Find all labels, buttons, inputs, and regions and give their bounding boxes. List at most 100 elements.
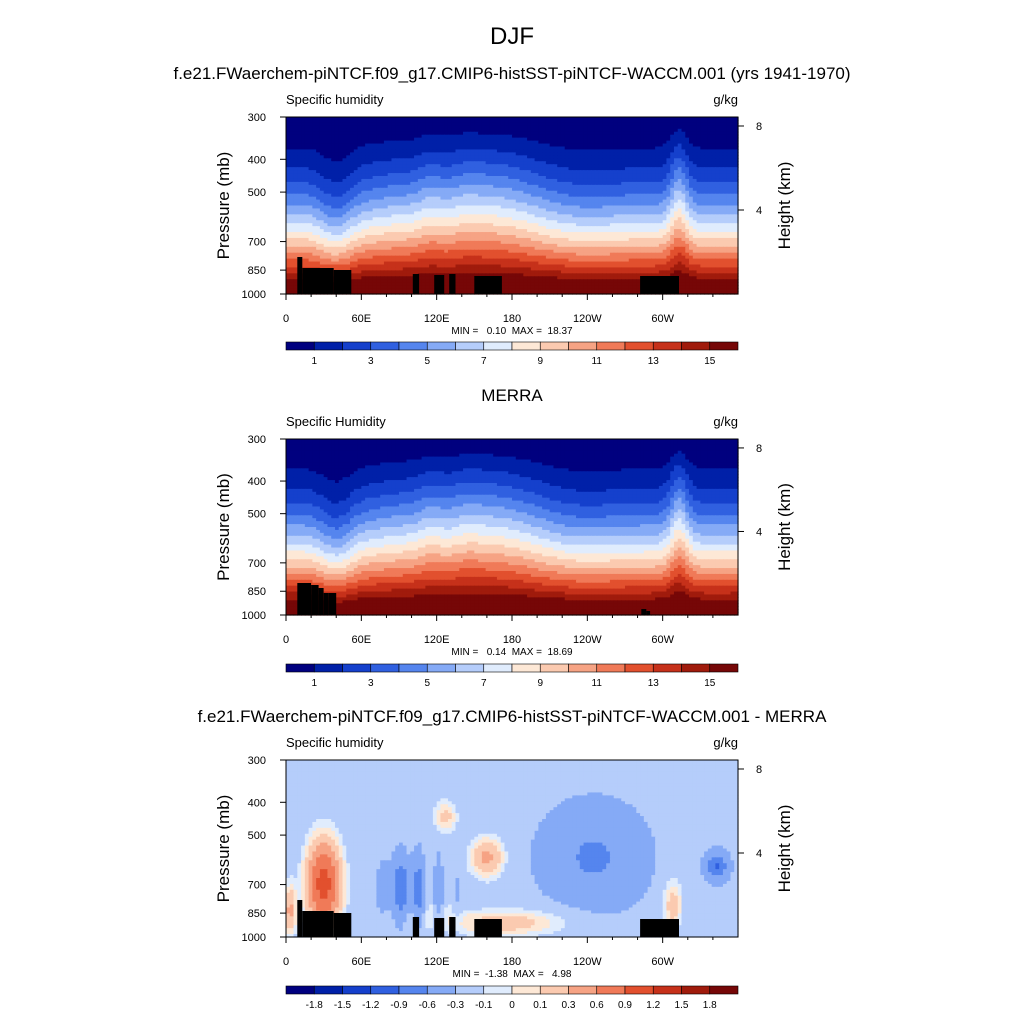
- colorbar: 1 3 5 7 9 11 13 15: [285, 663, 739, 689]
- height-axis: 8 4 Height (km): [738, 121, 794, 249]
- colorbar-swatch: [596, 985, 626, 995]
- colorbar-label: 9: [537, 356, 543, 367]
- height-tick-label: 8: [756, 443, 762, 455]
- colorbar-label: 5: [424, 678, 430, 689]
- colorbar-swatch: [539, 663, 569, 673]
- colorbar-swatch: [709, 341, 739, 351]
- panel-units-label: g/kg: [713, 414, 738, 429]
- longitude-axis: 0 60E 120E 180 120W 60W: [283, 294, 714, 325]
- longitude-tick-label: 180: [503, 634, 521, 646]
- colorbar-label: 7: [481, 678, 487, 689]
- contour-field: [286, 117, 739, 295]
- pressure-tick-label: 300: [248, 755, 266, 767]
- longitude-tick-label: 120W: [573, 634, 602, 646]
- colorbar-label: 0.1: [533, 1000, 547, 1011]
- colorbar-swatch: [652, 663, 682, 673]
- colorbar-label: -0.9: [390, 1000, 408, 1011]
- colorbar-label: 11: [592, 356, 603, 367]
- pressure-tick-label: 400: [248, 154, 266, 166]
- colorbar-swatch: [568, 985, 598, 995]
- colorbar-label: 0.6: [590, 1000, 604, 1011]
- panel-heading: MERRA: [481, 386, 543, 405]
- contour-field: [286, 439, 739, 616]
- topography-mask: [297, 257, 679, 294]
- height-tick-label: 4: [756, 205, 762, 217]
- panel-variable-label: Specific humidity: [286, 735, 384, 750]
- colorbar-swatch: [624, 341, 654, 351]
- contour-field: [286, 760, 739, 938]
- height-tick-label: 4: [756, 848, 762, 860]
- longitude-tick-label: 0: [283, 956, 289, 968]
- colorbar-swatch: [652, 341, 682, 351]
- panel-heading: f.e21.FWaerchem-piNTCF.f09_g17.CMIP6-his…: [198, 707, 827, 726]
- colorbar-swatch: [511, 341, 541, 351]
- colorbar-label: 1.8: [703, 1000, 717, 1011]
- min-max-stats: MIN = 0.14 MAX = 18.69: [451, 647, 573, 658]
- colorbar-label: 0.3: [562, 1000, 576, 1011]
- min-max-stats: MIN = -1.38 MAX = 4.98: [453, 969, 572, 980]
- colorbar-swatch: [681, 663, 711, 673]
- pressure-axis: 300 400 500 700 850 1000 Pressure (mb): [214, 755, 286, 944]
- longitude-tick-label: 0: [283, 634, 289, 646]
- colorbar-label: 5: [424, 356, 430, 367]
- colorbar-swatch: [398, 663, 428, 673]
- pressure-tick-label: 850: [248, 265, 266, 277]
- page-title: DJF: [490, 23, 534, 50]
- longitude-tick-label: 120W: [573, 313, 602, 325]
- colorbar-swatch: [342, 341, 372, 351]
- longitude-tick-label: 120E: [424, 634, 450, 646]
- pressure-tick-label: 400: [248, 797, 266, 809]
- panel-units-label: g/kg: [713, 735, 738, 750]
- colorbar-swatch: [681, 985, 711, 995]
- longitude-axis: 0 60E 120E 180 120W 60W: [283, 615, 714, 646]
- colorbar-label: 3: [368, 356, 374, 367]
- colorbar-swatch: [342, 663, 372, 673]
- height-axis-label: Height (km): [775, 162, 794, 250]
- longitude-tick-label: 60E: [352, 956, 372, 968]
- pressure-tick-label: 500: [248, 830, 266, 842]
- colorbar-label: -1.2: [362, 1000, 380, 1011]
- topography-mask: [297, 583, 651, 615]
- colorbar-label: -1.8: [306, 1000, 324, 1011]
- height-axis-label: Height (km): [775, 483, 794, 571]
- height-tick-label: 8: [756, 764, 762, 776]
- colorbar-label: -1.5: [334, 1000, 352, 1011]
- colorbar-label: 1: [311, 356, 317, 367]
- panel-variable-label: Specific humidity: [286, 92, 384, 107]
- longitude-tick-label: 180: [503, 313, 521, 325]
- longitude-tick-label: 60E: [352, 634, 372, 646]
- colorbar-swatch: [285, 663, 315, 673]
- colorbar-swatch: [624, 663, 654, 673]
- pressure-tick-label: 300: [248, 112, 266, 124]
- pressure-tick-label: 1000: [242, 932, 266, 944]
- colorbar-swatch: [596, 341, 626, 351]
- colorbar-label: 11: [592, 678, 603, 689]
- pressure-axis: 300 400 500 700 850 1000 Pressure (mb): [214, 434, 286, 622]
- longitude-axis: 0 60E 120E 180 120W 60W: [283, 937, 714, 968]
- longitude-tick-label: 120E: [424, 313, 450, 325]
- pressure-axis-label: Pressure (mb): [214, 795, 233, 903]
- colorbar-swatch: [455, 341, 485, 351]
- colorbar-swatch: [681, 341, 711, 351]
- colorbar: 1 3 5 7 9 11 13 15: [285, 341, 739, 367]
- panel-heading: f.e21.FWaerchem-piNTCF.f09_g17.CMIP6-his…: [173, 64, 850, 83]
- longitude-tick-label: 60E: [352, 313, 372, 325]
- colorbar-label: 15: [704, 678, 716, 689]
- colorbar-label: 7: [481, 356, 487, 367]
- colorbar-swatch: [709, 663, 739, 673]
- colorbar-swatch: [652, 985, 682, 995]
- height-tick-label: 4: [756, 526, 762, 538]
- colorbar-swatch: [624, 985, 654, 995]
- colorbar-swatch: [398, 985, 428, 995]
- colorbar-swatch: [370, 341, 400, 351]
- colorbar-swatch: [285, 341, 315, 351]
- pressure-axis-label: Pressure (mb): [214, 473, 233, 581]
- height-axis-label: Height (km): [775, 805, 794, 893]
- pressure-tick-label: 850: [248, 908, 266, 920]
- longitude-tick-label: 120E: [424, 956, 450, 968]
- colorbar-swatch: [568, 341, 598, 351]
- pressure-tick-label: 400: [248, 476, 266, 488]
- colorbar-label: 0: [509, 1000, 515, 1011]
